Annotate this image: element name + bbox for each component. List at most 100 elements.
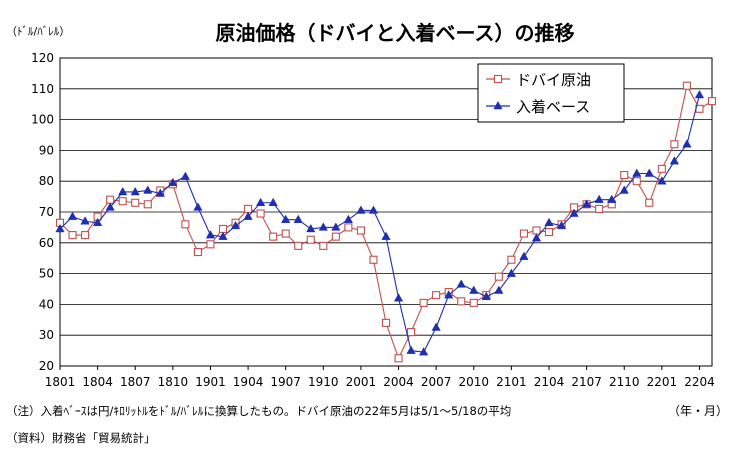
data-point bbox=[657, 176, 667, 185]
legend-label: ドバイ原油 bbox=[516, 71, 591, 89]
data-point bbox=[381, 231, 391, 240]
y-tick-label: 80 bbox=[39, 174, 54, 188]
data-point bbox=[131, 198, 140, 207]
data-point bbox=[531, 233, 542, 242]
y-tick-label: 50 bbox=[39, 267, 54, 281]
data-point bbox=[81, 231, 90, 240]
data-point bbox=[519, 229, 528, 238]
x-tick-label: 1804 bbox=[82, 375, 113, 389]
data-point bbox=[343, 214, 354, 223]
data-point bbox=[607, 194, 617, 203]
x-tick-label: 2107 bbox=[571, 375, 602, 389]
data-point bbox=[281, 214, 291, 223]
y-tick-label: 30 bbox=[39, 328, 54, 342]
data-point bbox=[544, 217, 554, 227]
data-point bbox=[344, 223, 353, 232]
data-point bbox=[331, 222, 341, 231]
x-tick-label: 2204 bbox=[684, 375, 715, 389]
footnote: （注）入着ﾍﾞｰｽは円/ｷﾛﾘｯﾄﾙをﾄﾞﾙ/ﾊﾞﾚﾙに換算したもの。ドバイ原油… bbox=[6, 404, 512, 418]
data-point bbox=[294, 241, 303, 250]
data-point bbox=[381, 318, 391, 327]
x-tick-label: 2104 bbox=[534, 375, 565, 389]
data-point bbox=[193, 202, 203, 211]
y-tick-label: 100 bbox=[31, 113, 54, 127]
y-tick-label: 20 bbox=[39, 359, 54, 373]
data-point bbox=[80, 216, 90, 225]
x-tick-label: 2201 bbox=[647, 375, 678, 389]
legend-swatch-marker bbox=[493, 74, 503, 84]
y-tick-label: 60 bbox=[39, 236, 54, 250]
data-point bbox=[657, 164, 666, 173]
data-point bbox=[670, 140, 679, 149]
data-point bbox=[620, 170, 629, 180]
data-point bbox=[506, 268, 517, 277]
data-point bbox=[406, 345, 416, 354]
data-point bbox=[682, 81, 691, 90]
x-tick-label: 2101 bbox=[496, 375, 527, 389]
data-point bbox=[206, 240, 215, 249]
data-point bbox=[457, 297, 466, 306]
data-point bbox=[469, 298, 478, 307]
data-point bbox=[444, 290, 454, 299]
x-axis-unit-label: （年・月） bbox=[668, 404, 728, 418]
legend-box bbox=[477, 63, 625, 123]
data-point bbox=[356, 205, 366, 214]
data-point bbox=[456, 279, 466, 288]
data-point bbox=[594, 194, 604, 203]
data-point bbox=[318, 222, 328, 231]
data-point bbox=[394, 354, 403, 363]
data-point bbox=[369, 255, 378, 264]
data-point bbox=[143, 185, 153, 194]
series-import-basis bbox=[55, 89, 705, 356]
data-point bbox=[55, 223, 65, 233]
x-tick-label: 1801 bbox=[45, 375, 76, 389]
data-point bbox=[181, 220, 190, 229]
data-point bbox=[68, 231, 77, 240]
x-tick-label: 1910 bbox=[308, 375, 339, 389]
data-point bbox=[155, 188, 165, 197]
legend-swatch-marker bbox=[493, 100, 503, 110]
plot-area-frame bbox=[59, 57, 713, 367]
chart-title: 原油価格（ドバイと入着ベース）の推移 bbox=[216, 21, 575, 45]
data-point bbox=[407, 328, 416, 337]
data-point bbox=[481, 291, 491, 300]
data-point bbox=[118, 197, 127, 206]
x-tick-label: 2010 bbox=[458, 375, 489, 389]
data-point bbox=[432, 291, 441, 300]
data-point bbox=[356, 226, 365, 235]
data-point bbox=[243, 211, 253, 220]
data-point bbox=[645, 198, 654, 207]
x-tick-label: 2110 bbox=[609, 375, 640, 389]
data-point bbox=[556, 220, 567, 230]
x-tick-label: 2004 bbox=[383, 375, 414, 389]
data-point bbox=[168, 177, 178, 186]
data-point bbox=[92, 217, 103, 227]
x-tick-label: 1907 bbox=[270, 375, 301, 389]
data-point bbox=[106, 195, 115, 204]
x-tick-label: 1810 bbox=[158, 375, 189, 389]
data-point bbox=[331, 232, 340, 241]
series-line bbox=[59, 94, 700, 353]
x-tick-label: 2007 bbox=[421, 375, 452, 389]
data-point bbox=[205, 230, 216, 239]
data-point bbox=[644, 168, 654, 177]
data-point bbox=[218, 224, 228, 233]
data-point bbox=[255, 197, 266, 207]
source-note: （資料）財務省「貿易統計」 bbox=[6, 431, 156, 445]
data-point bbox=[393, 293, 404, 302]
data-point bbox=[494, 285, 504, 294]
x-tick-label: 2001 bbox=[346, 375, 377, 389]
y-axis-unit-label: （ﾄﾞﾙ/ﾊﾞﾚﾙ） bbox=[6, 25, 70, 38]
data-point bbox=[431, 322, 441, 331]
data-point bbox=[230, 220, 241, 230]
data-point bbox=[193, 247, 202, 257]
series-dubai-crude bbox=[55, 81, 717, 363]
data-point bbox=[507, 255, 516, 264]
data-point bbox=[105, 202, 115, 211]
data-point bbox=[67, 211, 78, 220]
data-point bbox=[306, 235, 315, 244]
x-tick-label: 1904 bbox=[233, 375, 264, 389]
data-point bbox=[669, 156, 680, 165]
data-point bbox=[419, 298, 428, 307]
